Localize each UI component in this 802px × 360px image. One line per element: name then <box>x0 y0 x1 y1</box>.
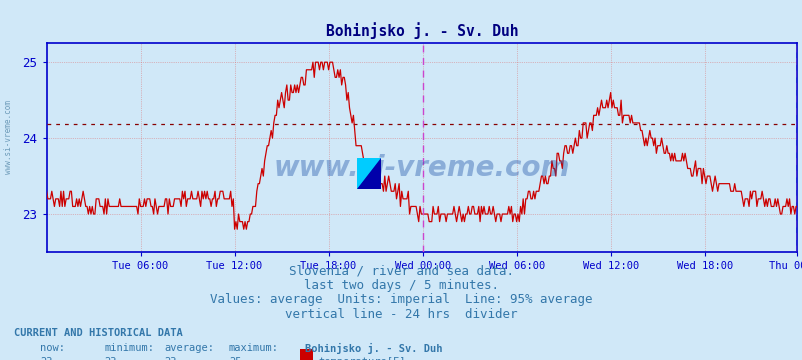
Text: last two days / 5 minutes.: last two days / 5 minutes. <box>304 279 498 292</box>
Text: vertical line - 24 hrs  divider: vertical line - 24 hrs divider <box>285 308 517 321</box>
Text: www.si-vreme.com: www.si-vreme.com <box>3 100 13 174</box>
Polygon shape <box>357 158 381 189</box>
Text: 23: 23 <box>104 357 117 360</box>
Text: Values: average  Units: imperial  Line: 95% average: Values: average Units: imperial Line: 95… <box>210 293 592 306</box>
Text: www.si-vreme.com: www.si-vreme.com <box>273 154 569 183</box>
Title: Bohinjsko j. - Sv. Duh: Bohinjsko j. - Sv. Duh <box>326 22 517 39</box>
Text: CURRENT AND HISTORICAL DATA: CURRENT AND HISTORICAL DATA <box>14 328 183 338</box>
Text: 23: 23 <box>164 357 177 360</box>
Text: 25: 25 <box>229 357 241 360</box>
Text: temperature[F]: temperature[F] <box>318 357 405 360</box>
Polygon shape <box>357 158 381 189</box>
Text: Slovenia / river and sea data.: Slovenia / river and sea data. <box>289 265 513 278</box>
Text: 23: 23 <box>40 357 53 360</box>
Text: now:: now: <box>40 343 65 353</box>
Text: minimum:: minimum: <box>104 343 154 353</box>
Text: Bohinjsko j. - Sv. Duh: Bohinjsko j. - Sv. Duh <box>305 343 442 354</box>
Text: average:: average: <box>164 343 214 353</box>
Text: maximum:: maximum: <box>229 343 278 353</box>
Polygon shape <box>357 158 381 189</box>
